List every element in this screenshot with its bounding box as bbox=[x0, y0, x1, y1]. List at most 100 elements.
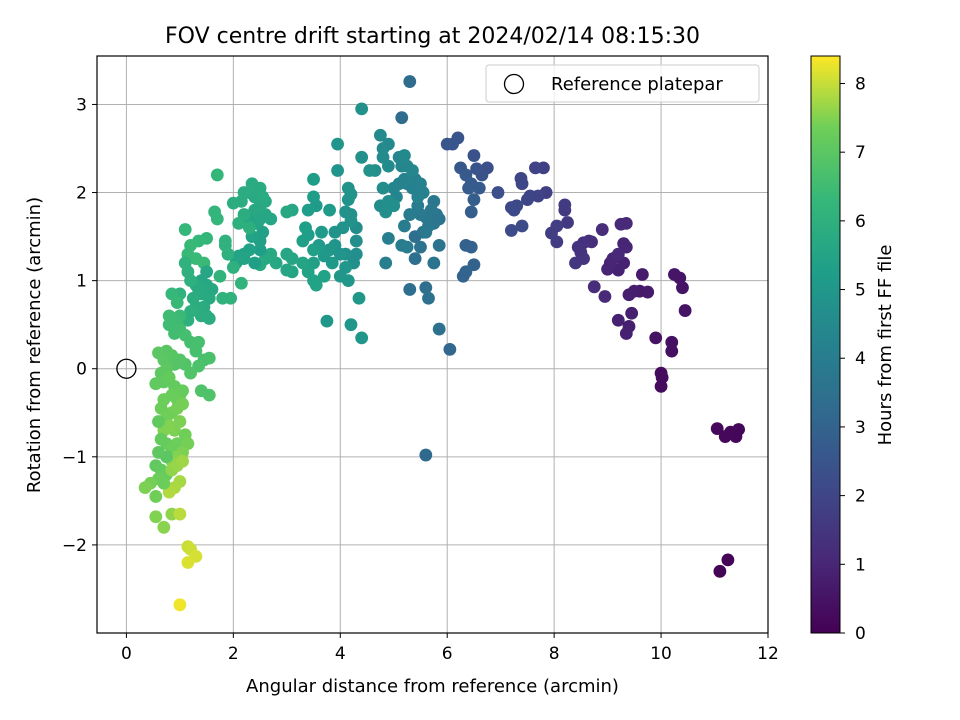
data-point bbox=[514, 172, 528, 185]
colorbar-tick-label: 4 bbox=[855, 349, 866, 369]
data-point bbox=[280, 263, 294, 277]
y-tick-label: 1 bbox=[76, 272, 87, 292]
colorbar-tick-label: 3 bbox=[855, 418, 866, 438]
data-point bbox=[178, 256, 192, 270]
data-point bbox=[611, 313, 625, 327]
data-point bbox=[561, 216, 574, 229]
data-point bbox=[344, 318, 358, 332]
colorbar: 0 1 2 3 4 5 6 7 8 Hours from first FF file bbox=[810, 55, 896, 644]
data-point bbox=[189, 344, 203, 358]
data-point bbox=[317, 269, 331, 283]
data-point bbox=[245, 177, 259, 191]
data-point bbox=[232, 216, 246, 230]
x-tick-label: 10 bbox=[650, 644, 672, 664]
data-point bbox=[202, 351, 216, 365]
data-point bbox=[422, 291, 435, 305]
data-point bbox=[149, 510, 163, 524]
data-point bbox=[550, 219, 564, 233]
data-point bbox=[349, 234, 363, 248]
data-point bbox=[157, 520, 171, 534]
data-point bbox=[721, 553, 735, 567]
data-point bbox=[226, 261, 240, 274]
y-tick-label: −1 bbox=[62, 448, 87, 468]
colorbar-tick-label: 1 bbox=[855, 555, 866, 575]
data-point bbox=[619, 327, 633, 340]
data-point bbox=[317, 249, 331, 263]
data-point bbox=[173, 598, 187, 612]
data-point bbox=[456, 269, 470, 283]
data-point bbox=[216, 291, 230, 305]
data-point bbox=[218, 234, 232, 248]
data-point bbox=[617, 237, 631, 251]
colorbar-tick-label: 2 bbox=[855, 487, 866, 507]
data-point bbox=[355, 150, 369, 164]
data-point bbox=[440, 137, 454, 151]
data-point bbox=[419, 281, 433, 295]
colorbar-tick-label: 5 bbox=[855, 281, 866, 301]
data-point bbox=[296, 234, 310, 248]
data-point bbox=[309, 278, 323, 292]
data-point bbox=[665, 335, 679, 349]
data-point bbox=[432, 322, 446, 336]
data-point bbox=[464, 205, 478, 219]
data-point bbox=[202, 388, 216, 402]
colorbar-label: Hours from first FF file bbox=[875, 245, 896, 446]
data-point bbox=[462, 181, 475, 195]
data-point bbox=[467, 149, 481, 162]
data-point bbox=[400, 240, 414, 254]
data-point bbox=[363, 164, 377, 177]
data-point bbox=[280, 247, 294, 261]
data-point bbox=[176, 397, 189, 411]
data-point bbox=[467, 193, 481, 206]
data-point bbox=[491, 186, 505, 199]
data-point bbox=[472, 181, 486, 195]
data-point bbox=[655, 371, 669, 384]
data-point bbox=[507, 203, 521, 217]
data-point bbox=[181, 556, 195, 569]
data-point bbox=[208, 205, 222, 219]
data-point bbox=[676, 281, 689, 295]
data-point bbox=[253, 243, 267, 257]
data-point bbox=[355, 102, 369, 116]
data-point bbox=[427, 194, 441, 208]
data-point bbox=[411, 199, 425, 213]
colorbar-tick-label: 7 bbox=[855, 143, 866, 163]
data-point bbox=[296, 256, 310, 270]
data-point bbox=[403, 283, 417, 296]
x-tick-label: 2 bbox=[228, 644, 239, 664]
colorbar-gradient bbox=[810, 55, 841, 634]
data-point bbox=[162, 309, 176, 323]
data-point bbox=[403, 75, 417, 88]
chart-title: FOV centre drift starting at 2024/02/14 … bbox=[165, 24, 700, 49]
data-point bbox=[352, 291, 366, 305]
data-point bbox=[186, 291, 200, 305]
data-point bbox=[398, 149, 411, 162]
data-point bbox=[328, 225, 342, 239]
data-point bbox=[176, 454, 189, 468]
data-point bbox=[732, 423, 745, 436]
x-tick-label: 0 bbox=[121, 644, 132, 664]
data-point bbox=[138, 481, 152, 495]
y-tick-label: −2 bbox=[62, 536, 87, 556]
data-point bbox=[213, 269, 227, 283]
x-tick-label: 12 bbox=[757, 644, 779, 664]
legend-label: Reference platepar bbox=[551, 74, 723, 95]
colorbar-tick-label: 8 bbox=[855, 74, 866, 94]
colorbar-ticks: 0 1 2 3 4 5 6 7 8 bbox=[840, 74, 866, 644]
data-point bbox=[427, 256, 441, 270]
data-point bbox=[408, 252, 422, 266]
x-tick-label: 4 bbox=[335, 644, 346, 664]
legend: Reference platepar bbox=[485, 64, 760, 103]
x-tick-label: 8 bbox=[549, 644, 560, 664]
data-point bbox=[587, 280, 601, 294]
data-point bbox=[341, 181, 355, 195]
data-point bbox=[173, 507, 187, 521]
data-point bbox=[395, 111, 409, 125]
data-point bbox=[178, 223, 192, 236]
legend-box bbox=[485, 64, 760, 103]
data-point bbox=[713, 564, 727, 578]
data-point bbox=[569, 256, 582, 270]
x-axis-ticks: 0 2 4 6 8 10 12 bbox=[121, 633, 779, 664]
data-point bbox=[419, 225, 433, 239]
